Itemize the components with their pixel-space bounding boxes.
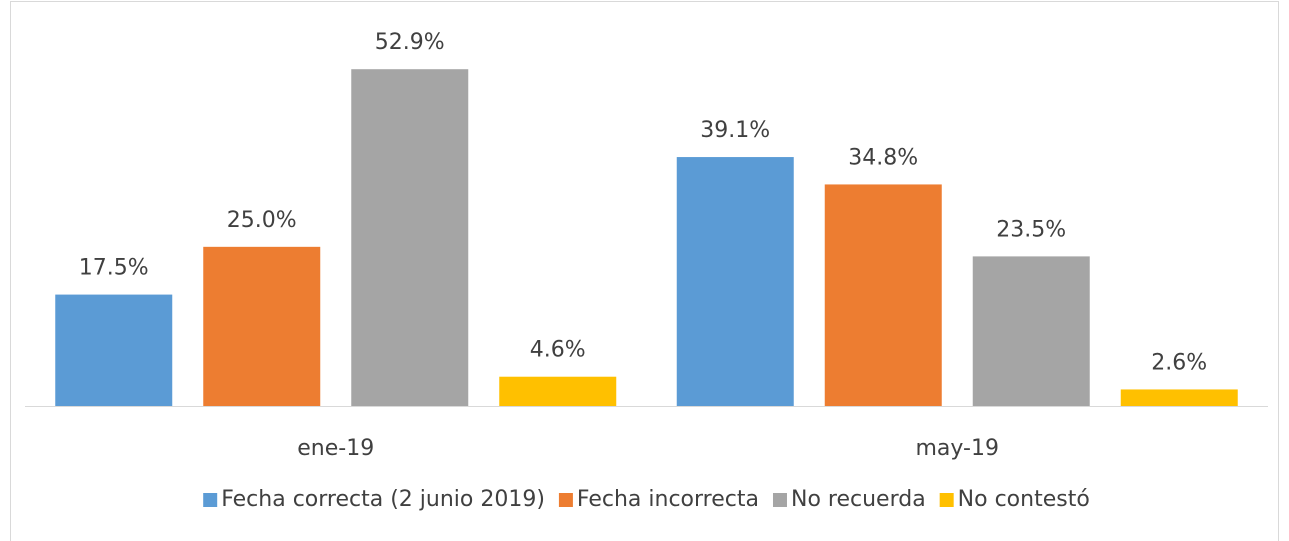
data-label: 17.5% [79, 256, 149, 281]
legend-label: Fecha incorrecta [577, 487, 759, 512]
data-label: 25.0% [227, 208, 297, 233]
data-label: 23.5% [996, 217, 1066, 242]
chart-border [10, 1, 1279, 541]
bar [203, 246, 321, 406]
data-label: 2.6% [1151, 350, 1207, 375]
data-label: 4.6% [530, 338, 586, 363]
bar [499, 376, 617, 406]
x-tick-label: ene-19 [297, 436, 374, 461]
bar [972, 256, 1090, 406]
legend-swatch [772, 493, 787, 507]
legend-label: No contestó [958, 487, 1090, 512]
bar [676, 157, 794, 406]
data-label: 39.1% [700, 118, 770, 143]
data-label: 34.8% [848, 145, 918, 170]
bar [351, 69, 469, 406]
bar [1120, 389, 1238, 406]
data-label: 52.9% [375, 30, 445, 55]
legend-label: No recuerda [791, 487, 926, 512]
legend-swatch [203, 493, 218, 507]
bar [55, 294, 173, 406]
bar [824, 184, 942, 406]
x-tick-label: may-19 [916, 436, 999, 461]
legend-swatch [939, 493, 954, 507]
legend-label: Fecha correcta (2 junio 2019) [221, 487, 545, 512]
legend-swatch [558, 493, 573, 507]
